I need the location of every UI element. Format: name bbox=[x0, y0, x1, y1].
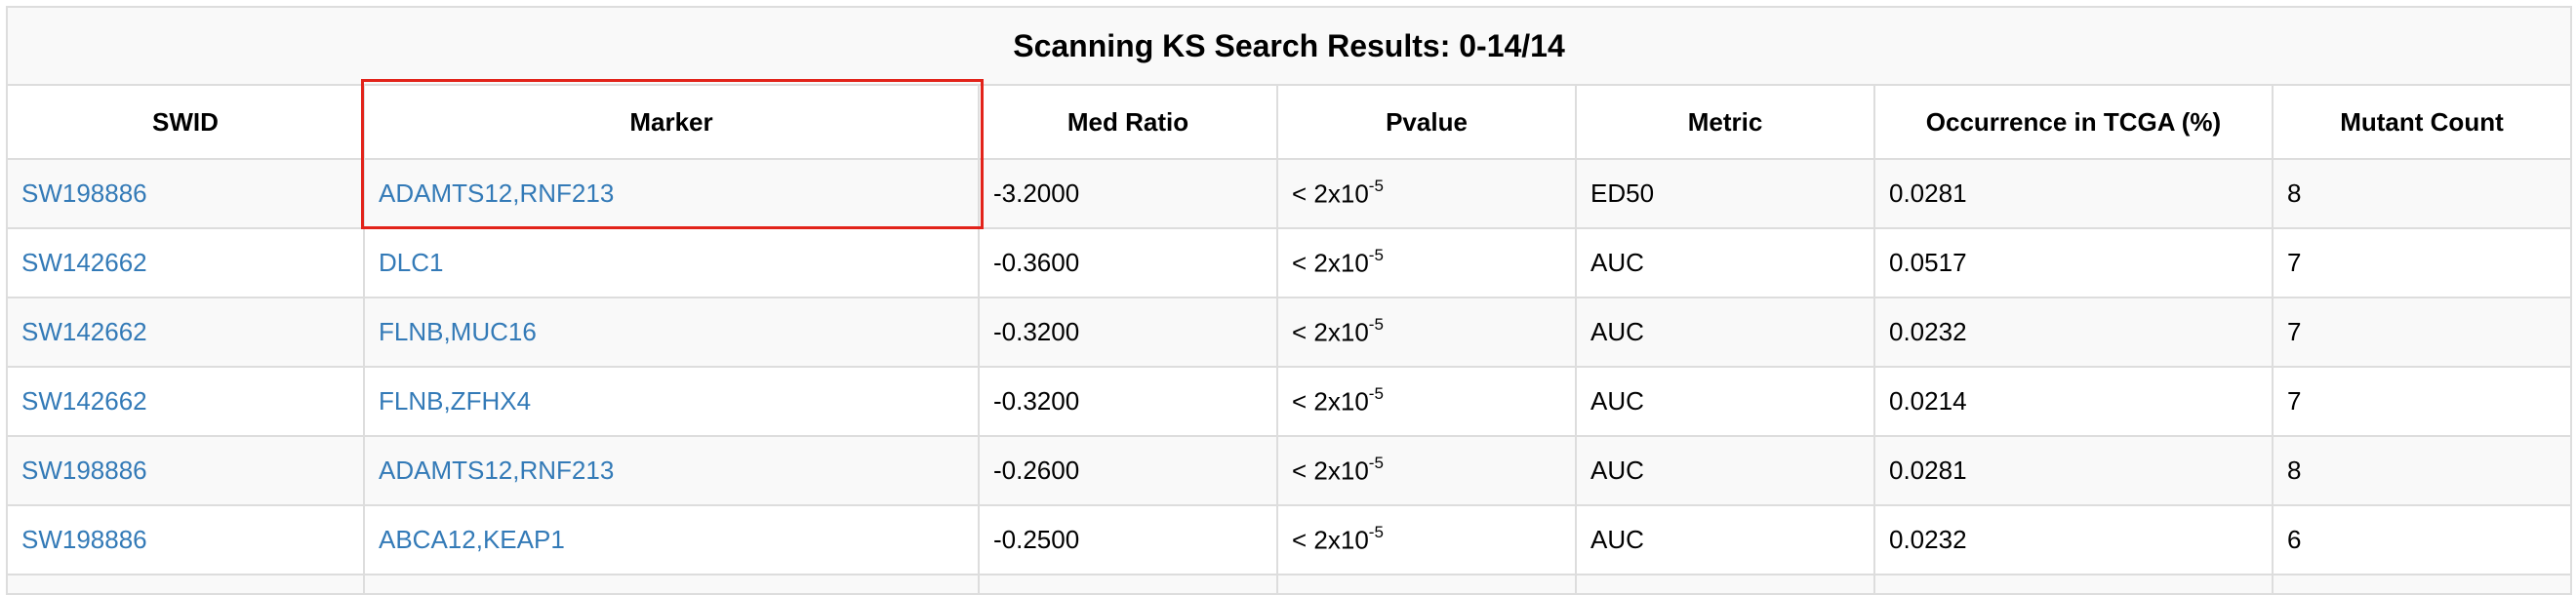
occurrence-cell: 0.0232 bbox=[1873, 297, 2274, 368]
pvalue-exponent: -5 bbox=[1368, 176, 1384, 195]
metric-cell: AUC bbox=[1575, 504, 1875, 575]
pvalue-cell: < 2x10-5 bbox=[1276, 435, 1577, 506]
swid-link[interactable]: SW198886 bbox=[21, 178, 147, 208]
med-ratio-cell: -0.3200 bbox=[978, 366, 1278, 437]
swid-cell: SW198886 bbox=[6, 504, 365, 575]
pvalue-cell bbox=[1276, 574, 1577, 595]
column-header-occurrence: Occurrence in TCGA (%) bbox=[1873, 84, 2274, 160]
table-title: Scanning KS Search Results: 0-14/14 bbox=[6, 6, 2572, 86]
swid-cell: SW142662 bbox=[6, 297, 365, 368]
metric-cell bbox=[1575, 574, 1875, 595]
swid-link[interactable]: SW142662 bbox=[21, 386, 147, 416]
table-row: SW142662 DLC1 -0.3600 < 2x10-5 AUC 0.051… bbox=[6, 227, 2572, 298]
occurrence-cell: 0.0214 bbox=[1873, 366, 2274, 437]
column-header-pvalue: Pvalue bbox=[1276, 84, 1577, 160]
mutant-count-cell bbox=[2272, 574, 2572, 595]
swid-link[interactable]: SW142662 bbox=[21, 317, 147, 346]
med-ratio-cell: -0.3200 bbox=[978, 297, 1278, 368]
table-row: SW142662 FLNB,MUC16 -0.3200 < 2x10-5 AUC… bbox=[6, 297, 2572, 368]
metric-cell: AUC bbox=[1575, 227, 1875, 298]
pvalue-base: < 2x10 bbox=[1292, 456, 1369, 486]
marker-cell: ADAMTS12,RNF213 bbox=[363, 435, 980, 506]
mutant-count-cell: 8 bbox=[2272, 435, 2572, 506]
occurrence-cell: 0.0232 bbox=[1873, 504, 2274, 575]
table-row: SW198886 ADAMTS12,RNF213 -3.2000 < 2x10-… bbox=[6, 158, 2572, 229]
pvalue-cell: < 2x10-5 bbox=[1276, 158, 1577, 229]
occurrence-cell: 0.0517 bbox=[1873, 227, 2274, 298]
swid-cell bbox=[6, 574, 365, 595]
marker-cell bbox=[363, 574, 980, 595]
mutant-count-cell: 8 bbox=[2272, 158, 2572, 229]
pvalue-base: < 2x10 bbox=[1292, 317, 1369, 347]
swid-cell: SW142662 bbox=[6, 366, 365, 437]
pvalue-base: < 2x10 bbox=[1292, 248, 1369, 278]
swid-link[interactable]: SW142662 bbox=[21, 248, 147, 277]
occurrence-cell: 0.0281 bbox=[1873, 158, 2274, 229]
column-header-med-ratio: Med Ratio bbox=[978, 84, 1278, 160]
pvalue-exponent: -5 bbox=[1368, 383, 1384, 403]
table-row: SW142662 FLNB,ZFHX4 -0.3200 < 2x10-5 AUC… bbox=[6, 366, 2572, 437]
column-header-mutant-count: Mutant Count bbox=[2272, 84, 2572, 160]
metric-cell: AUC bbox=[1575, 366, 1875, 437]
table-row: SW198886 ABCA12,KEAP1 -0.2500 < 2x10-5 A… bbox=[6, 504, 2572, 575]
pvalue-cell: < 2x10-5 bbox=[1276, 227, 1577, 298]
marker-cell: ABCA12,KEAP1 bbox=[363, 504, 980, 575]
pvalue-base: < 2x10 bbox=[1292, 386, 1369, 416]
med-ratio-cell: -0.3600 bbox=[978, 227, 1278, 298]
column-header-marker: Marker bbox=[363, 84, 980, 160]
marker-link[interactable]: DLC1 bbox=[379, 248, 444, 277]
marker-cell: FLNB,MUC16 bbox=[363, 297, 980, 368]
swid-link[interactable]: SW198886 bbox=[21, 525, 147, 554]
pvalue-exponent: -5 bbox=[1368, 245, 1384, 264]
swid-cell: SW142662 bbox=[6, 227, 365, 298]
marker-link[interactable]: ADAMTS12,RNF213 bbox=[379, 456, 615, 485]
med-ratio-cell bbox=[978, 574, 1278, 595]
pvalue-cell: < 2x10-5 bbox=[1276, 504, 1577, 575]
table-row bbox=[6, 574, 2572, 595]
results-table: Scanning KS Search Results: 0-14/14 SWID… bbox=[6, 6, 2572, 595]
metric-cell: ED50 bbox=[1575, 158, 1875, 229]
column-header-row: SWID Marker Med Ratio Pvalue Metric Occu… bbox=[6, 84, 2572, 160]
pvalue-exponent: -5 bbox=[1368, 453, 1384, 472]
mutant-count-cell: 7 bbox=[2272, 297, 2572, 368]
pvalue-exponent: -5 bbox=[1368, 522, 1384, 541]
med-ratio-cell: -3.2000 bbox=[978, 158, 1278, 229]
table-title-row: Scanning KS Search Results: 0-14/14 bbox=[6, 6, 2572, 86]
occurrence-cell bbox=[1873, 574, 2274, 595]
metric-cell: AUC bbox=[1575, 435, 1875, 506]
swid-cell: SW198886 bbox=[6, 158, 365, 229]
marker-link[interactable]: ADAMTS12,RNF213 bbox=[379, 178, 615, 208]
marker-cell: ADAMTS12,RNF213 bbox=[363, 158, 980, 229]
med-ratio-cell: -0.2600 bbox=[978, 435, 1278, 506]
column-header-metric: Metric bbox=[1575, 84, 1875, 160]
marker-link[interactable]: FLNB,ZFHX4 bbox=[379, 386, 532, 416]
table-row: SW198886 ADAMTS12,RNF213 -0.2600 < 2x10-… bbox=[6, 435, 2572, 506]
marker-cell: DLC1 bbox=[363, 227, 980, 298]
med-ratio-cell: -0.2500 bbox=[978, 504, 1278, 575]
marker-cell: FLNB,ZFHX4 bbox=[363, 366, 980, 437]
mutant-count-cell: 7 bbox=[2272, 366, 2572, 437]
metric-cell: AUC bbox=[1575, 297, 1875, 368]
pvalue-exponent: -5 bbox=[1368, 314, 1384, 334]
mutant-count-cell: 7 bbox=[2272, 227, 2572, 298]
marker-link[interactable]: ABCA12,KEAP1 bbox=[379, 525, 565, 554]
marker-link[interactable]: FLNB,MUC16 bbox=[379, 317, 537, 346]
swid-cell: SW198886 bbox=[6, 435, 365, 506]
mutant-count-cell: 6 bbox=[2272, 504, 2572, 575]
pvalue-base: < 2x10 bbox=[1292, 525, 1369, 555]
occurrence-cell: 0.0281 bbox=[1873, 435, 2274, 506]
pvalue-cell: < 2x10-5 bbox=[1276, 297, 1577, 368]
pvalue-cell: < 2x10-5 bbox=[1276, 366, 1577, 437]
swid-link[interactable]: SW198886 bbox=[21, 456, 147, 485]
pvalue-base: < 2x10 bbox=[1292, 178, 1369, 209]
column-header-swid: SWID bbox=[6, 84, 365, 160]
